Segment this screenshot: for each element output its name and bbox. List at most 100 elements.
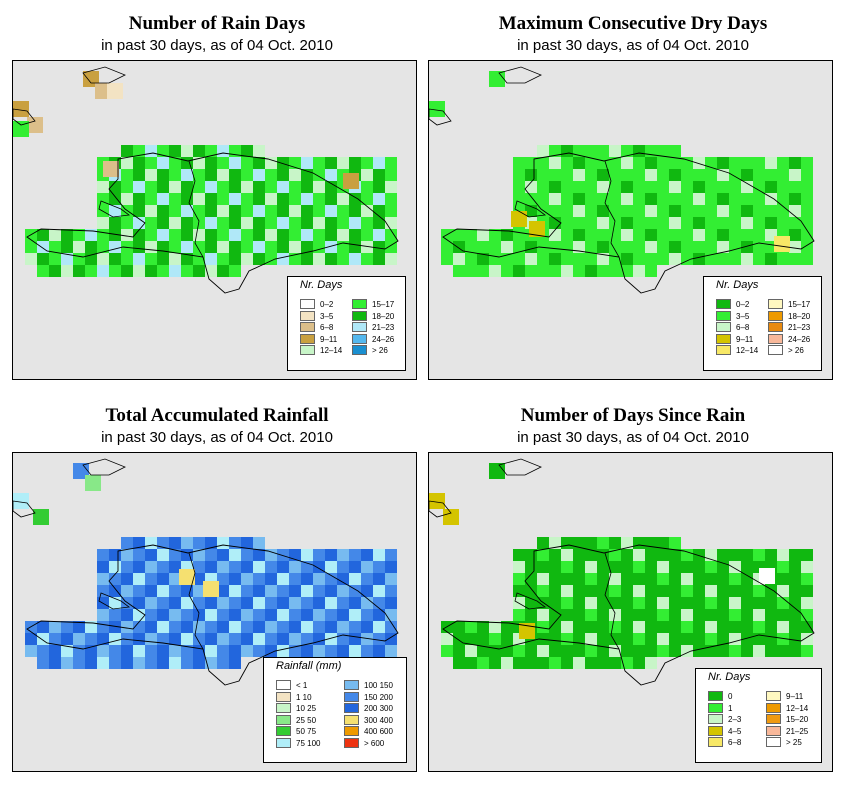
- grid-cell: [253, 561, 265, 573]
- grid-cell: [313, 241, 325, 253]
- grid-cell: [265, 585, 277, 597]
- grid-cell: [301, 253, 313, 265]
- grid-cell: [109, 573, 121, 585]
- grid-cell: [669, 145, 681, 157]
- grid-cell: [801, 573, 813, 585]
- grid-cell: [361, 217, 373, 229]
- legend-swatch: [708, 737, 723, 747]
- grid-cell: [693, 597, 705, 609]
- grid-cell: [313, 181, 325, 193]
- grid-cell: [325, 157, 337, 169]
- map-days-since-rain: Nr. Days 0 1 2–3 4–5 6–8 9–11 12–14 15–20 21–25 >…: [428, 452, 833, 772]
- grid-cell: [73, 633, 85, 645]
- grid-cell: [609, 157, 621, 169]
- grid-cell: [217, 217, 229, 229]
- grid-cell: [253, 229, 265, 241]
- grid-cell: [489, 633, 501, 645]
- grid-cell: [645, 241, 657, 253]
- grid-cell: [313, 621, 325, 633]
- grid-cell: [429, 493, 445, 509]
- grid-cell: [325, 205, 337, 217]
- grid-cell: [681, 561, 693, 573]
- legend-title: Nr. Days: [716, 279, 759, 291]
- grid-cell: [609, 181, 621, 193]
- grid-cell: [681, 157, 693, 169]
- grid-cell: [537, 145, 549, 157]
- grid-cell: [549, 597, 561, 609]
- grid-cell: [289, 609, 301, 621]
- grid-cell: [265, 609, 277, 621]
- grid-cell: [109, 609, 121, 621]
- legend-swatch: [344, 714, 359, 725]
- grid-cell: [741, 229, 753, 241]
- grid-cell: [633, 181, 645, 193]
- legend-label: 10 25: [296, 704, 317, 713]
- grid-cell: [705, 573, 717, 585]
- grid-cell: [253, 205, 265, 217]
- grid-cell: [217, 645, 229, 657]
- grid-cell: [337, 609, 349, 621]
- grid-cell: [585, 205, 597, 217]
- grid-cell: [169, 157, 181, 169]
- legend-label: 18–20: [788, 311, 811, 321]
- grid-cell: [277, 229, 289, 241]
- grid-cell: [645, 609, 657, 621]
- grid-cell: [549, 169, 561, 181]
- grid-cell: [181, 585, 193, 597]
- grid-cell: [513, 561, 525, 573]
- grid-cell: [729, 181, 741, 193]
- grid-cell: [349, 609, 361, 621]
- legend-swatch: [344, 737, 359, 748]
- grid-cell: [573, 265, 585, 277]
- grid-cell: [37, 229, 49, 241]
- legend-label: 24–26: [372, 334, 395, 344]
- grid-cell: [693, 217, 705, 229]
- grid-cell: [741, 573, 753, 585]
- grid-cell: [705, 193, 717, 205]
- grid-cell: [229, 561, 241, 573]
- grid-cell: [373, 609, 385, 621]
- grid-cell: [145, 169, 157, 181]
- grid-cell: [729, 597, 741, 609]
- legend-label: 6–8: [736, 323, 750, 332]
- grid-cell: [277, 621, 289, 633]
- grid-cell: [181, 205, 193, 217]
- grid-cell: [205, 145, 217, 157]
- grid-cell: [325, 253, 337, 265]
- grid-cell: [361, 549, 373, 561]
- grid-cell: [777, 621, 789, 633]
- grid-cell: [753, 157, 765, 169]
- grid-cell: [705, 205, 717, 217]
- legend-swatch: [344, 726, 359, 736]
- grid-cell: [501, 229, 513, 241]
- grid-cell: [241, 229, 253, 241]
- grid-cell: [349, 633, 361, 645]
- grid-cell: [109, 657, 121, 669]
- grid-cell: [621, 169, 633, 181]
- grid-cell: [241, 205, 253, 217]
- grid-cell: [181, 609, 193, 621]
- grid-cell: [443, 509, 459, 525]
- grid-cell: [537, 621, 549, 633]
- grid-cell: [169, 193, 181, 205]
- grid-cell: [301, 633, 313, 645]
- grid-cell: [753, 609, 765, 621]
- grid-cell: [669, 645, 681, 657]
- grid-cell: [373, 169, 385, 181]
- grid-cell: [265, 217, 277, 229]
- grid-cell: [801, 205, 813, 217]
- legend-label: 21–23: [788, 323, 811, 332]
- grid-cell: [385, 597, 397, 609]
- grid-cell: [133, 633, 145, 645]
- grid-cell: [181, 621, 193, 633]
- grid-cell: [349, 157, 361, 169]
- grid-cell: [361, 229, 373, 241]
- grid-cell: [777, 645, 789, 657]
- grid-cell: [729, 229, 741, 241]
- legend-swatch: [276, 680, 291, 690]
- grid-cell: [169, 549, 181, 561]
- grid-cell: [229, 157, 241, 169]
- grid-cell: [729, 253, 741, 265]
- grid-cell: [537, 645, 549, 657]
- grid-cell: [741, 609, 753, 621]
